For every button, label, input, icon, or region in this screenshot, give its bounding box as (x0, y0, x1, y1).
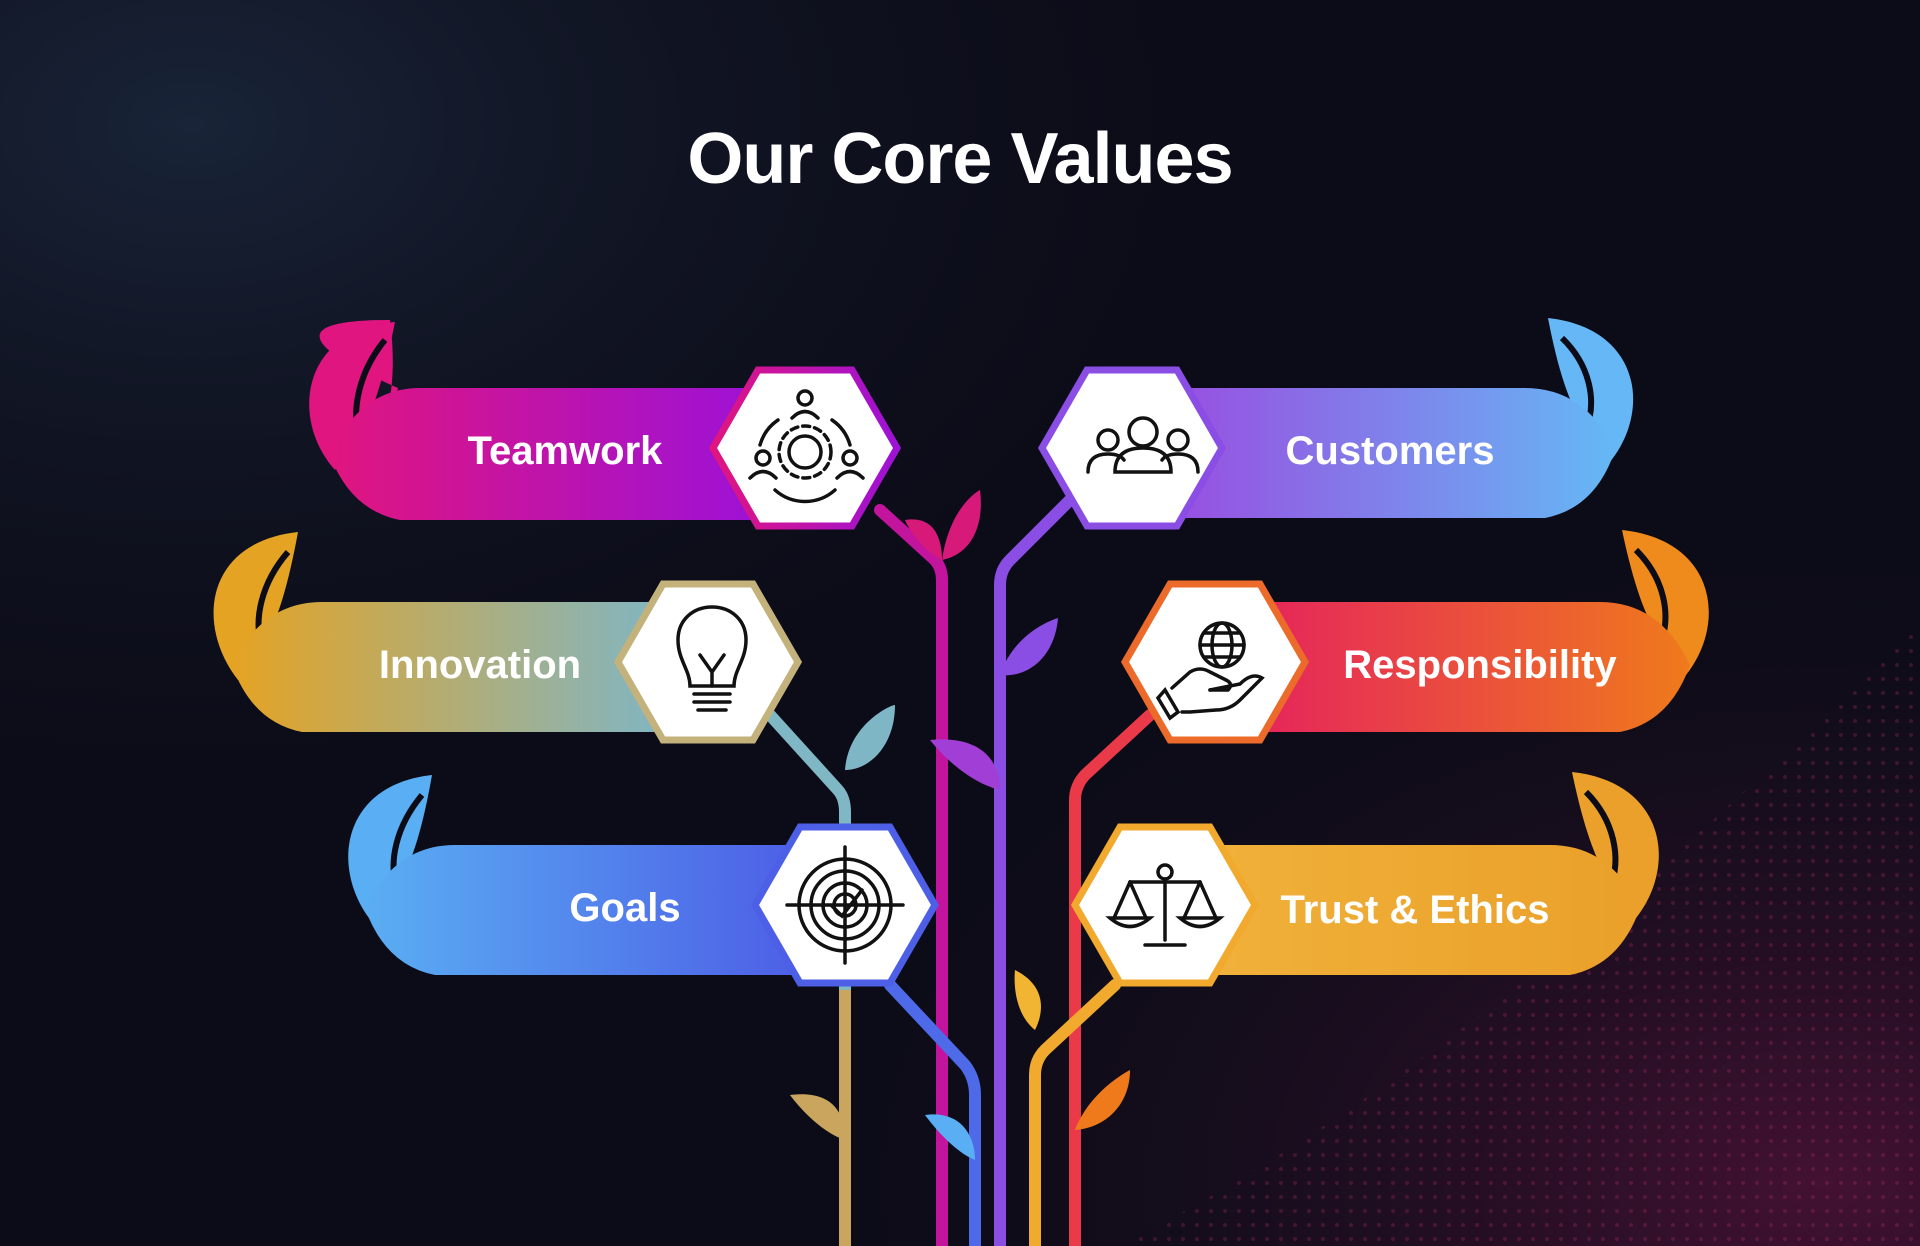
teamwork-stem (874, 504, 948, 1246)
globe-in-hand-icon (1155, 621, 1265, 721)
value-label-trust-ethics: Trust & Ethics (1280, 888, 1550, 932)
value-label-goals: Goals (569, 886, 681, 930)
value-banner-responsibility (1240, 530, 1709, 732)
value-banner-teamwork (309, 320, 760, 520)
value-label-customers: Customers (1285, 429, 1495, 473)
hexagon-innovation (613, 580, 803, 744)
value-label-teamwork: Teamwork (467, 429, 663, 473)
balance-scale-icon (1105, 863, 1225, 947)
page-title: Our Core Values (687, 119, 1233, 199)
innovation-stem (764, 709, 851, 1246)
customers-stem (994, 489, 1081, 1246)
value-banner-goals (348, 775, 800, 975)
value-banner-trust-ethics (1200, 772, 1659, 975)
target-icon (785, 845, 905, 965)
lightbulb-icon (676, 605, 748, 712)
people-group-icon (1086, 416, 1200, 474)
value-banner-customers (1160, 318, 1634, 518)
responsibility-stem (1069, 709, 1156, 1246)
teamwork-gear-icon (748, 389, 865, 504)
hexagon-teamwork (708, 366, 902, 530)
goals-stem (884, 979, 981, 1246)
value-banner-innovation (213, 532, 670, 732)
value-label-responsibility: Responsibility (1343, 643, 1617, 687)
trust-ethics-stem (1029, 979, 1121, 1246)
value-label-innovation: Innovation (378, 643, 582, 687)
